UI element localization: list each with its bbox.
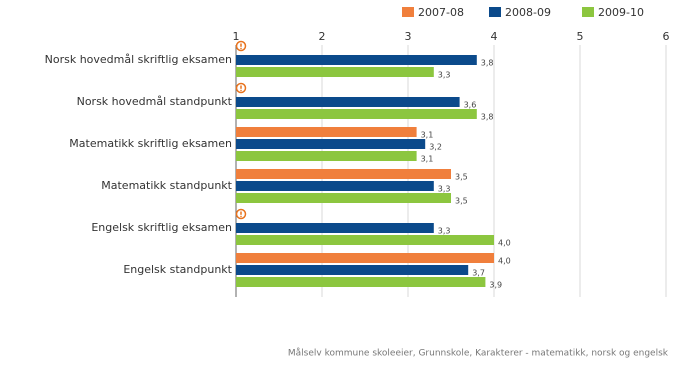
value-label: 3,5 [455,197,468,206]
x-tick-label: 1 [233,30,240,43]
value-label: 3,1 [421,131,434,140]
value-label: 3,7 [472,269,485,278]
category-label: Engelsk skriftlig eksamen [91,221,232,234]
x-tick-label: 3 [405,30,412,43]
value-label: 4,0 [498,257,511,266]
legend-swatch [582,7,594,17]
category-label: Matematikk standpunkt [101,179,232,192]
bar [236,97,460,107]
value-label: 3,8 [481,59,494,68]
x-tick-label: 2 [319,30,326,43]
bar [236,223,434,233]
warning-icon [240,89,242,92]
bar [236,253,494,263]
x-tick-label: 4 [491,30,498,43]
value-label: 3,8 [481,113,494,122]
legend-label: 2008-09 [505,6,551,19]
legend-swatch [402,7,414,17]
value-label: 3,2 [429,143,442,152]
warning-icon [240,215,242,218]
category-label: Matematikk skriftlig eksamen [69,137,232,150]
value-label: 3,3 [438,227,451,236]
bar [236,139,426,149]
value-label: 3,5 [455,173,468,182]
legend-label: 2009-10 [598,6,644,19]
category-label: Engelsk standpunkt [123,263,232,276]
bar [236,181,434,191]
value-label: 4,0 [498,239,511,248]
value-label: 3,6 [464,101,477,110]
category-label: Norsk hovedmål standpunkt [77,95,233,108]
bar [236,277,486,287]
bar [236,265,469,275]
value-label: 3,3 [438,185,451,194]
bar [236,109,477,119]
bar [236,151,417,161]
x-tick-label: 5 [577,30,584,43]
legend-swatch [489,7,501,17]
bar [236,193,451,203]
bar [236,127,417,137]
bar [236,235,494,245]
legend-label: 2007-08 [418,6,464,19]
value-label: 3,9 [489,281,502,290]
x-tick-label: 6 [663,30,670,43]
value-label: 3,1 [421,155,434,164]
value-label: 3,3 [438,71,451,80]
bar [236,55,477,65]
category-label: Norsk hovedmål skriftlig eksamen [45,53,232,66]
bar [236,169,451,179]
footer: Målselv kommune skoleeier, Grunnskole, K… [288,348,669,359]
bar [236,67,434,77]
warning-icon [240,47,242,50]
